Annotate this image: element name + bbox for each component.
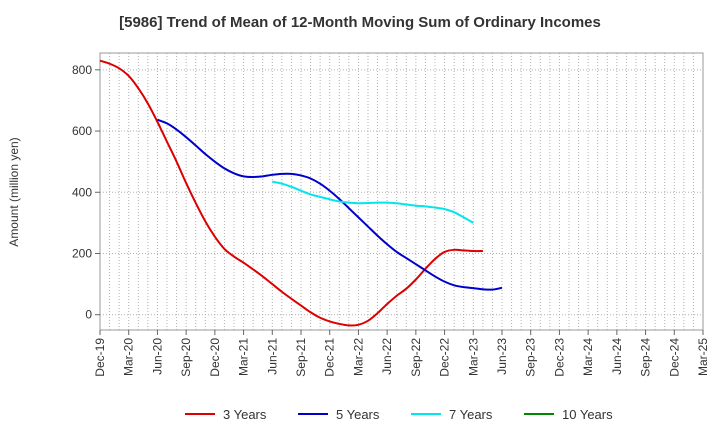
y-tick-label: 0 [85,308,92,322]
x-tick-label: Jun-23 [495,338,509,375]
grid-layer [100,53,703,330]
x-tick-label: Dec-24 [667,338,681,377]
series-layer [99,59,503,327]
x-tick-label: Jun-22 [380,338,394,375]
y-tick-label: 600 [72,124,92,138]
legend-label-3-years: 3 Years [223,407,267,422]
series-line-5-years [157,118,503,291]
y-tick-label: 800 [72,63,92,77]
x-tick-label: Mar-21 [237,338,251,376]
series-line-7-years [272,180,474,224]
x-tick-label: Jun-20 [150,338,164,375]
x-tick-label: Sep-24 [639,338,653,377]
x-tick-label: Dec-22 [438,338,452,377]
x-tick-label: Mar-25 [696,338,710,376]
x-tick-label: Dec-23 [552,338,566,377]
x-tick-label: Jun-24 [610,338,624,375]
chart-title: [5986] Trend of Mean of 12-Month Moving … [119,14,601,31]
x-tick-label: Dec-20 [208,338,222,377]
y-tick-label: 400 [72,185,92,199]
y-axis-label: Amount (million yen) [7,137,21,246]
x-tick-label: Mar-20 [122,338,136,376]
x-tick-label: Dec-19 [93,338,107,377]
series-line-3-years [99,59,483,327]
x-tick-label: Sep-20 [179,338,193,377]
legend-label-10-years: 10 Years [562,407,613,422]
y-tick-label: 200 [72,246,92,260]
legend-label-5-years: 5 Years [336,407,380,422]
x-tick-label: Sep-23 [524,338,538,377]
x-tick-label: Jun-21 [265,338,279,375]
x-tick-label: Dec-21 [323,338,337,377]
x-tick-label: Sep-21 [294,338,308,377]
x-axis: Dec-19 Mar-20 Jun-20 Sep-20 Dec-20 Mar-21 Jun-… [93,330,710,377]
legend: 3 Years 5 Years 7 Years 10 Years [185,407,613,422]
legend-label-7-years: 7 Years [449,407,493,422]
x-tick-label: Sep-22 [409,338,423,377]
x-tick-label: Mar-24 [581,338,595,376]
plot-frame [99,52,704,331]
x-tick-label: Mar-23 [466,338,480,376]
x-tick-label: Mar-22 [351,338,365,376]
y-axis: 0 200 400 600 800 [72,63,100,322]
